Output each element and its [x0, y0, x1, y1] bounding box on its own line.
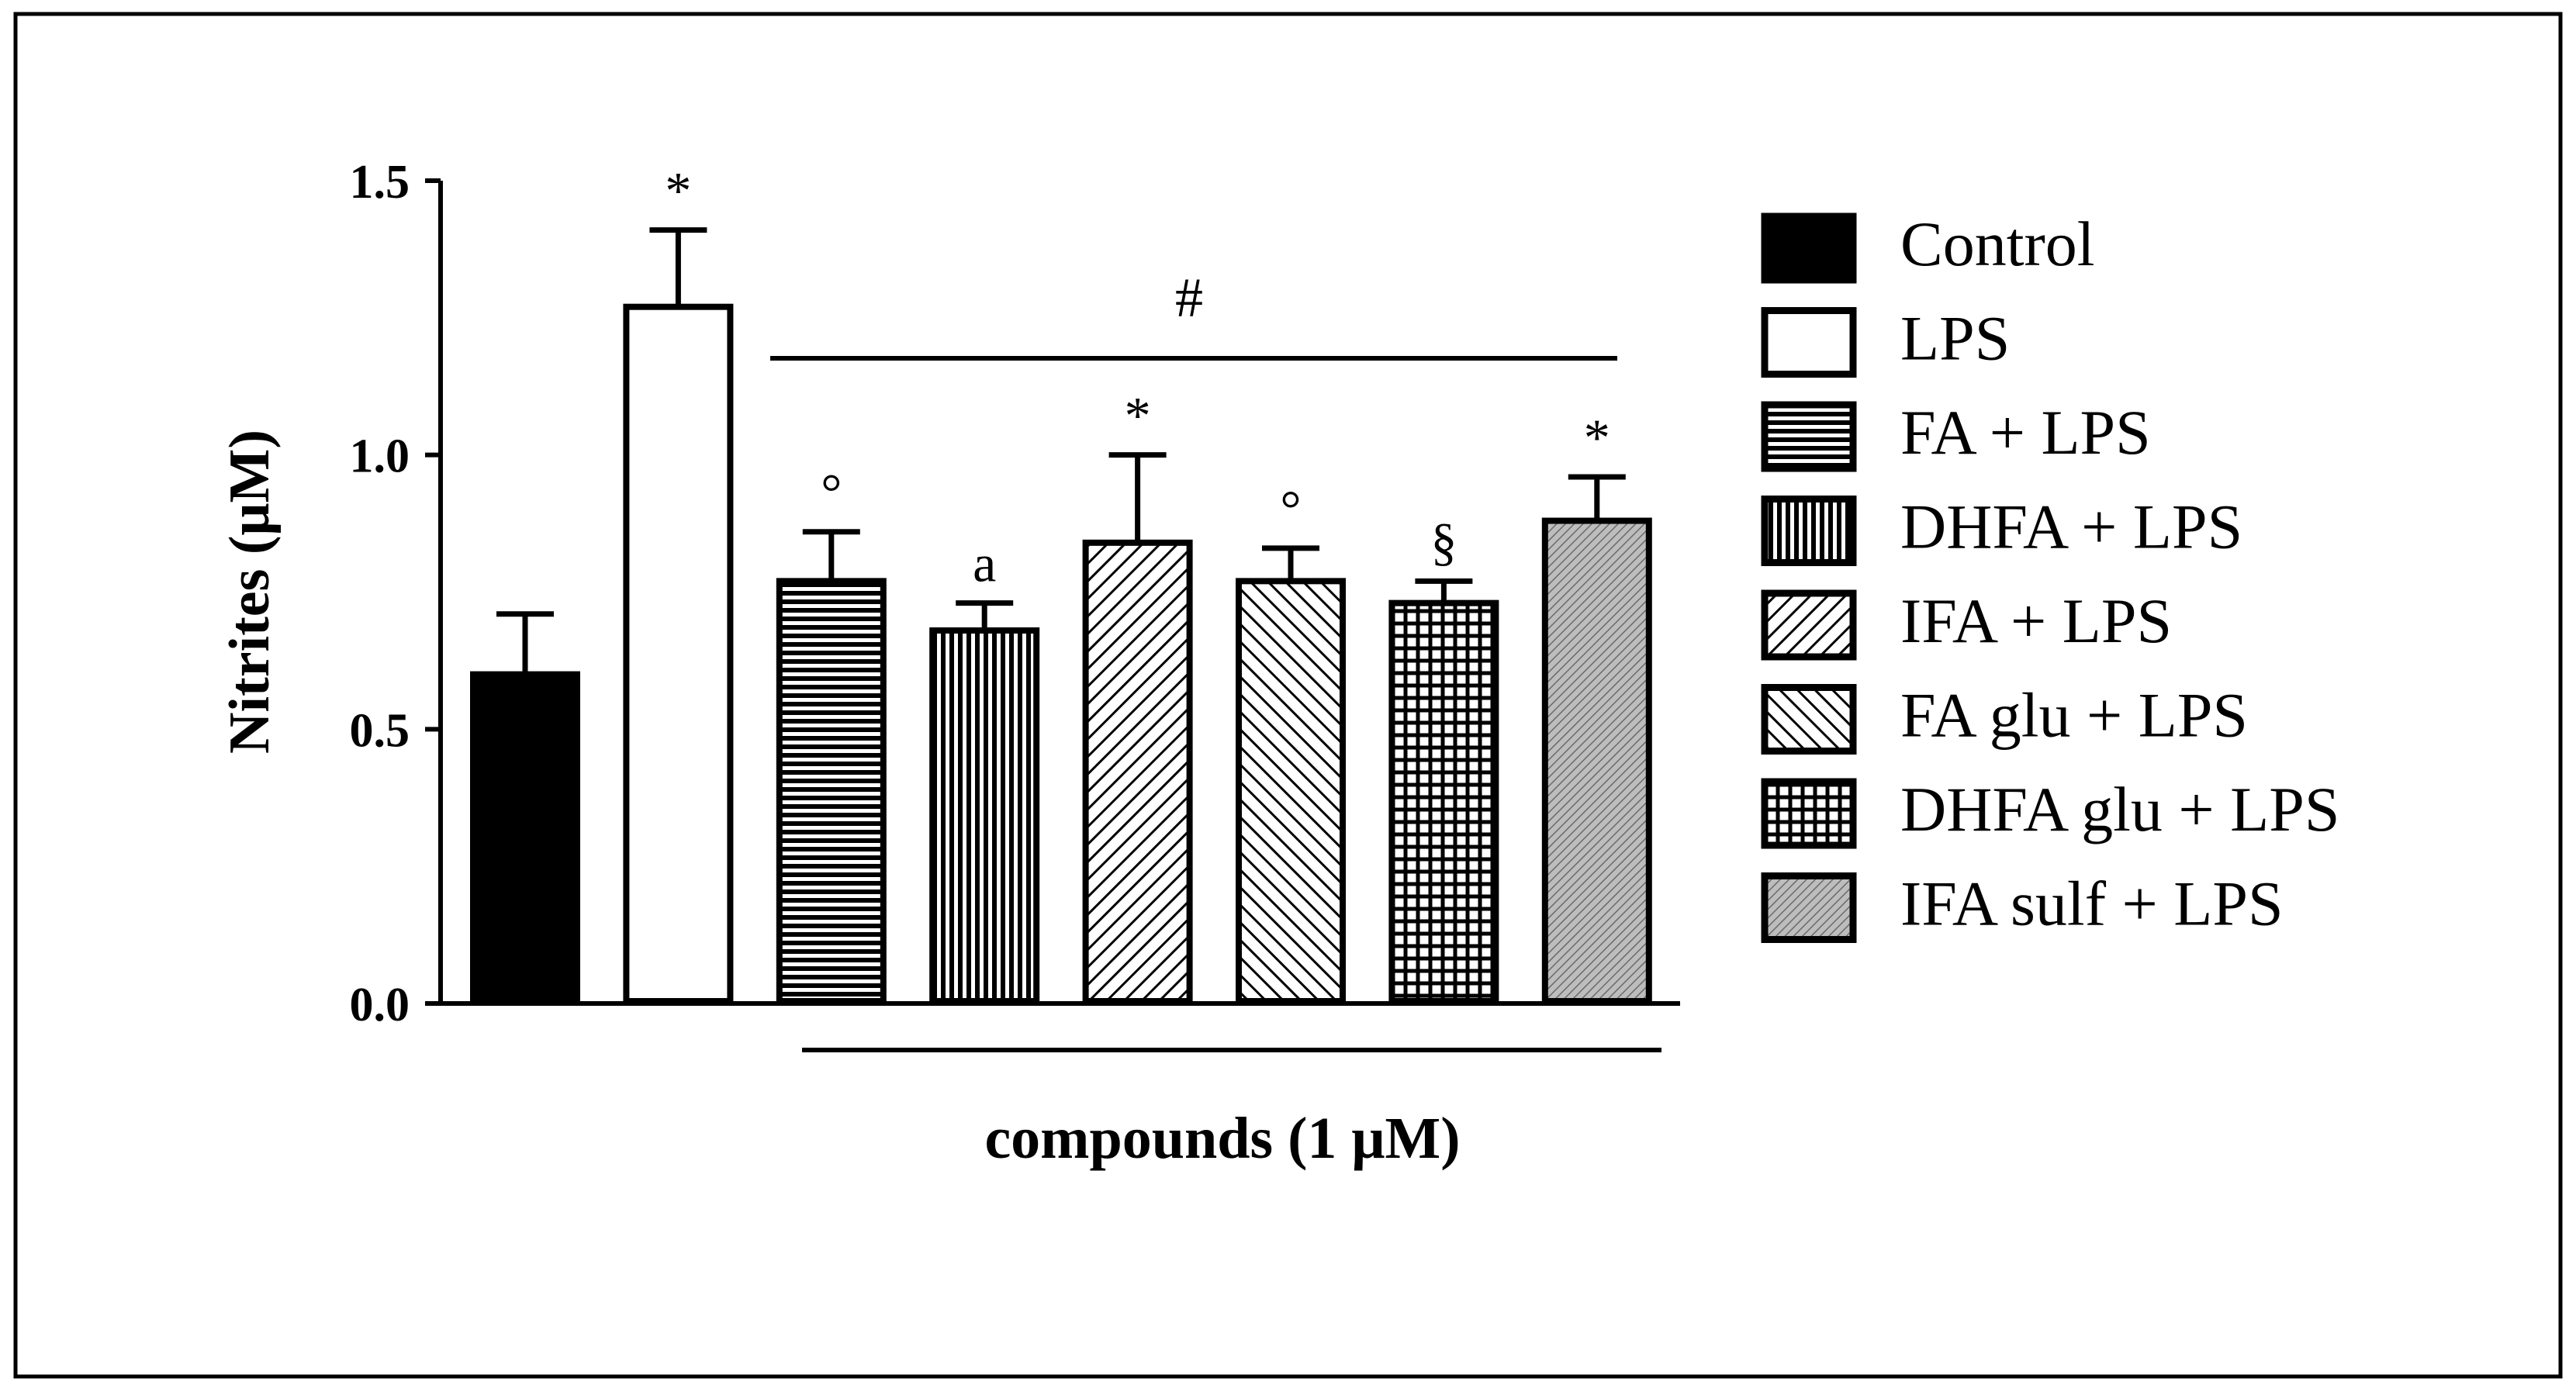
legend-label: LPS: [1900, 303, 2010, 374]
y-ticks: 0.0 0.5 1.0 1.5: [350, 156, 441, 1031]
y-tick-label: 0.0: [350, 979, 410, 1031]
error-bars: [496, 227, 1626, 675]
bar: [1082, 539, 1193, 1004]
figure-frame: [13, 12, 2563, 1379]
annotations: * ° a * ° § *: [665, 161, 1610, 593]
legend-swatch: [1761, 684, 1857, 755]
legend: Control LPS FA + LPS DHFA + LPS IFA + LPS FA …: [1761, 209, 2339, 943]
y-tick-label: 0.5: [350, 704, 410, 757]
significance-label: a: [973, 534, 996, 593]
legend-swatch: [1761, 307, 1857, 378]
legend-swatch: [1761, 212, 1857, 284]
y-tick-label: 1.0: [350, 430, 410, 483]
bar: [1236, 578, 1346, 1004]
legend-label: IFA + LPS: [1900, 585, 2172, 656]
significance-label: *: [665, 161, 691, 220]
significance-label: §: [1430, 512, 1457, 571]
x-axis-label: compounds (1 μM): [984, 1106, 1460, 1171]
bar: [1541, 517, 1652, 1004]
bar: [470, 671, 580, 1004]
bar: [776, 578, 887, 1004]
legend-label: FA glu + LPS: [1900, 680, 2248, 751]
bar: [623, 303, 734, 1005]
bars: [470, 303, 1652, 1005]
legend-swatch: [1761, 496, 1857, 566]
significance-label: *: [1584, 408, 1610, 467]
legend-label: DHFA glu + LPS: [1900, 774, 2339, 845]
legend-swatch: [1761, 589, 1857, 661]
legend-label: Control: [1900, 209, 2095, 279]
y-tick-label: 1.5: [350, 156, 410, 209]
significance-label: °: [821, 463, 842, 522]
significance-label: *: [1125, 386, 1151, 445]
bar: [1388, 599, 1499, 1004]
group-significance-marker: #: [1175, 267, 1203, 329]
legend-label: DHFA + LPS: [1900, 492, 2242, 562]
y-axis-label: Nitrites (μM): [218, 430, 282, 754]
legend-swatch: [1761, 778, 1857, 849]
legend-label: IFA sulf + LPS: [1900, 869, 2284, 939]
legend-label: FA + LPS: [1900, 397, 2151, 468]
legend-swatch: [1761, 872, 1857, 943]
significance-label: °: [1280, 479, 1301, 538]
bar: [929, 627, 1040, 1004]
legend-swatch: [1761, 401, 1857, 472]
